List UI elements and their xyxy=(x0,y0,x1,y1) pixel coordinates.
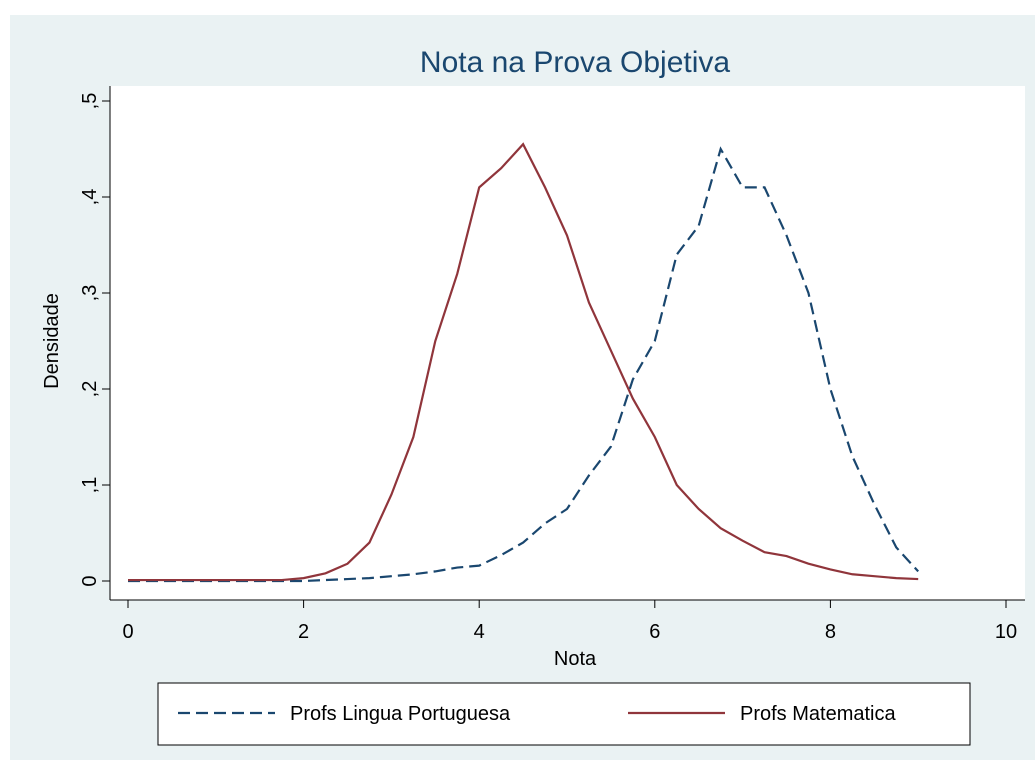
legend-label: Profs Lingua Portuguesa xyxy=(290,703,511,725)
y-tick-label: ,1 xyxy=(79,477,101,494)
x-axis-label: Nota xyxy=(554,648,597,670)
x-tick-label: 4 xyxy=(474,621,485,643)
y-tick-label: ,5 xyxy=(79,93,101,110)
x-tick-label: 8 xyxy=(825,621,836,643)
y-tick-label: ,4 xyxy=(79,189,101,206)
x-tick-label: 0 xyxy=(122,621,133,643)
y-tick-label: ,3 xyxy=(79,285,101,302)
legend-label: Profs Matematica xyxy=(740,703,896,725)
plot-area xyxy=(110,86,1025,600)
chart-title: Nota na Prova Objetiva xyxy=(420,46,730,79)
y-axis-label: Densidade xyxy=(41,293,63,389)
legend xyxy=(157,682,971,746)
y-tick-label: ,2 xyxy=(79,381,101,398)
x-tick-label: 6 xyxy=(649,621,660,643)
x-tick-label: 2 xyxy=(298,621,309,643)
series-line xyxy=(128,142,919,582)
y-tick-label: 0 xyxy=(79,575,101,586)
x-tick-label: 10 xyxy=(995,621,1017,643)
